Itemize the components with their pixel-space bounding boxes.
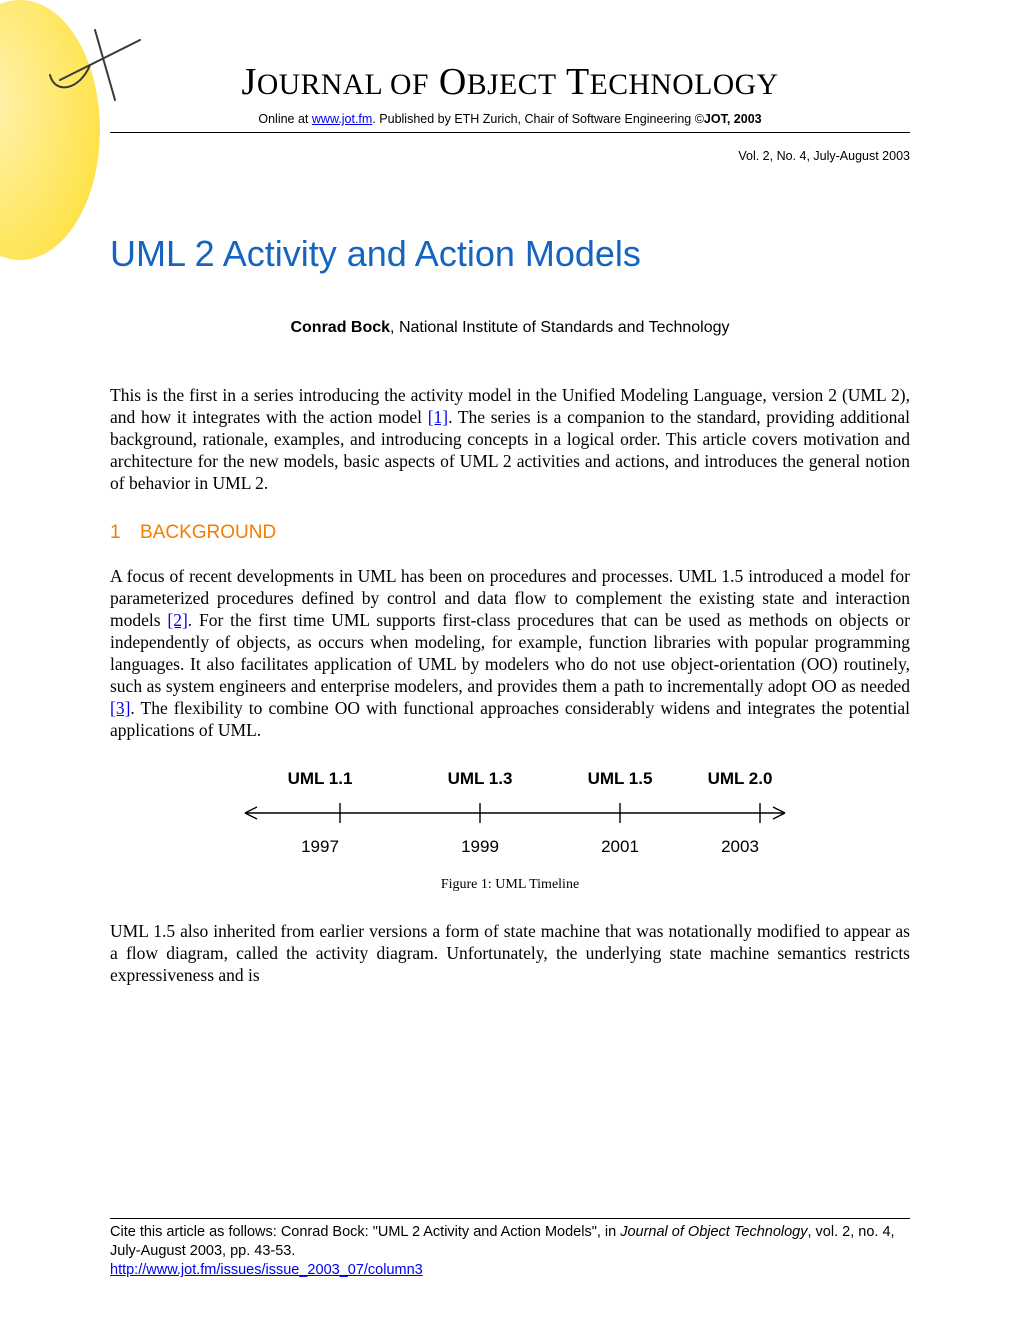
citation-rule [110, 1218, 910, 1219]
cite-journal: Journal of Object Technology [620, 1224, 807, 1240]
background-paragraph: A focus of recent developments in UML ha… [110, 566, 910, 741]
timeline-top-label: UML 1.5 [550, 769, 690, 789]
post-figure-paragraph: UML 1.5 also inherited from earlier vers… [110, 921, 910, 987]
ref-2[interactable]: [2] [167, 610, 187, 630]
timeline-top-label: UML 1.1 [230, 769, 410, 789]
timeline-axis [230, 793, 790, 833]
cite-pre: Cite this article as follows: Conrad Boc… [110, 1224, 620, 1240]
journal-title: JOURNAL OF OBJECT TECHNOLOGY [110, 60, 910, 104]
figure-1-caption: Figure 1: UML Timeline [110, 877, 910, 893]
article-title: UML 2 Activity and Action Models [110, 233, 910, 275]
timeline-top-label: UML 2.0 [690, 769, 790, 789]
section-1-num: 1 [110, 522, 140, 544]
subtitle-bold: JOT, 2003 [704, 112, 762, 126]
timeline-bottom-label: 2003 [690, 837, 790, 857]
section-1-title: BACKGROUND [140, 522, 276, 543]
page-content: JOURNAL OF OBJECT TECHNOLOGY Online at w… [0, 0, 1020, 1027]
header-rule [110, 132, 910, 133]
issue-line: Vol. 2, No. 4, July-August 2003 [110, 149, 910, 163]
jot-link[interactable]: www.jot.fm [312, 112, 372, 126]
ref-3[interactable]: [3] [110, 698, 130, 718]
timeline-bottom-label: 1997 [230, 837, 410, 857]
ref-1[interactable]: [1] [428, 407, 448, 427]
figure-1-timeline: UML 1.1UML 1.3UML 1.5UML 2.0 19971999200… [230, 769, 790, 857]
cite-url[interactable]: http://www.jot.fm/issues/issue_2003_07/c… [110, 1262, 423, 1278]
section-1-heading: 1BACKGROUND [110, 522, 910, 544]
citation-block: Cite this article as follows: Conrad Boc… [110, 1218, 910, 1280]
timeline-bottom-label: 2001 [550, 837, 690, 857]
author-line: Conrad Bock, National Institute of Stand… [110, 319, 910, 337]
intro-paragraph: This is the first in a series introducin… [110, 385, 910, 494]
subtitle-pre: Online at [258, 112, 312, 126]
publisher-line: Online at www.jot.fm. Published by ETH Z… [110, 112, 910, 126]
timeline-bottom-label: 1999 [410, 837, 550, 857]
author-affil: , National Institute of Standards and Te… [390, 319, 729, 336]
author-name: Conrad Bock [290, 319, 390, 336]
subtitle-post: . Published by ETH Zurich, Chair of Soft… [372, 112, 704, 126]
timeline-top-label: UML 1.3 [410, 769, 550, 789]
